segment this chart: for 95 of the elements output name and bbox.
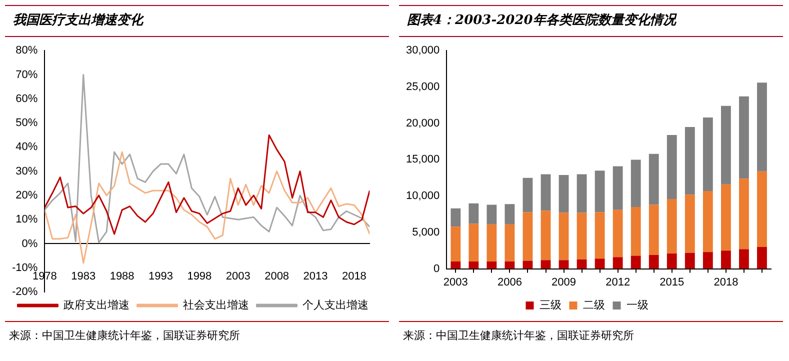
bar bbox=[468, 224, 479, 262]
y-tick-label: -20% bbox=[12, 286, 38, 298]
bar bbox=[666, 134, 677, 199]
bar bbox=[558, 212, 569, 260]
x-tick-label: 1983 bbox=[71, 270, 96, 282]
legend-label: 三级 bbox=[539, 298, 562, 312]
bar bbox=[612, 257, 623, 269]
y-tick-label: 40% bbox=[16, 141, 38, 154]
bar bbox=[450, 208, 461, 227]
x-tick-label: 2018 bbox=[342, 270, 366, 282]
bar bbox=[486, 204, 497, 224]
bar bbox=[630, 160, 641, 207]
bar bbox=[450, 226, 461, 262]
y-tick-label: 25,000 bbox=[406, 81, 440, 93]
bar bbox=[666, 254, 677, 269]
x-tick-label: 2003 bbox=[443, 276, 468, 288]
bar bbox=[666, 198, 677, 254]
y-tick-label: 0 bbox=[434, 262, 440, 275]
x-tick-label: 1988 bbox=[110, 270, 134, 282]
bar bbox=[576, 212, 587, 260]
y-tick-label: 20,000 bbox=[406, 117, 440, 130]
y-tick-label: 30,000 bbox=[406, 44, 440, 57]
bar bbox=[594, 212, 605, 259]
y-tick-label: 5,000 bbox=[412, 226, 440, 238]
x-tick-label: 1993 bbox=[148, 270, 173, 282]
x-tick-label: 2006 bbox=[497, 276, 522, 288]
bar bbox=[648, 154, 659, 205]
bar bbox=[757, 171, 767, 247]
bar bbox=[684, 126, 695, 195]
source-note: 来源：中国卫生健康统计年鉴，国联证券研究所 bbox=[399, 321, 783, 343]
chart-title: 图表4：2003-2020年各类医院数量变化情况 bbox=[399, 5, 783, 37]
bar bbox=[594, 170, 605, 212]
bar bbox=[757, 82, 767, 172]
bar bbox=[504, 224, 515, 262]
bar bbox=[702, 118, 713, 191]
legend-label: 社会支出增速 bbox=[182, 298, 249, 312]
bar bbox=[684, 252, 695, 269]
bar bbox=[720, 106, 731, 184]
bar bbox=[468, 262, 479, 269]
bar bbox=[648, 204, 659, 255]
y-tick-label: 50% bbox=[16, 117, 38, 130]
bar bbox=[720, 184, 731, 251]
y-tick-label: 20% bbox=[16, 189, 38, 202]
x-tick-label: 2013 bbox=[303, 270, 328, 282]
bar bbox=[576, 259, 587, 269]
x-tick-label: 2018 bbox=[714, 276, 738, 288]
x-tick-label: 2015 bbox=[660, 276, 684, 288]
bar bbox=[558, 260, 569, 269]
bar bbox=[504, 204, 515, 224]
y-tick-label: 10% bbox=[16, 214, 38, 226]
bar bbox=[486, 262, 497, 269]
legend-label: 政府支出增速 bbox=[63, 298, 130, 312]
bar bbox=[684, 194, 695, 253]
bar bbox=[702, 252, 713, 269]
bar bbox=[739, 249, 749, 269]
bar bbox=[540, 260, 551, 269]
bar bbox=[757, 246, 767, 269]
bar bbox=[739, 178, 749, 250]
bar bbox=[468, 203, 479, 224]
bar bbox=[522, 212, 533, 261]
bar bbox=[594, 258, 605, 269]
bar bbox=[540, 174, 551, 211]
y-tick-label: 30% bbox=[16, 165, 38, 178]
bar bbox=[576, 174, 587, 213]
x-tick-label: 2009 bbox=[552, 276, 576, 288]
y-tick-label: 80% bbox=[16, 44, 38, 57]
bar bbox=[630, 206, 641, 256]
chart-title: 我国医疗支出增速变化 bbox=[5, 5, 389, 37]
bar bbox=[486, 224, 497, 262]
bar bbox=[702, 190, 713, 252]
bar bbox=[540, 210, 551, 260]
legend-label: 一级 bbox=[626, 298, 648, 312]
source-note: 来源：中国卫生健康统计年鉴，国联证券研究所 bbox=[5, 321, 389, 343]
legend-label: 二级 bbox=[582, 298, 605, 312]
bar bbox=[450, 262, 461, 269]
y-tick-label: 15,000 bbox=[406, 154, 440, 166]
y-tick-label: 0% bbox=[22, 238, 38, 250]
y-tick-label: 70% bbox=[16, 68, 38, 81]
x-tick-label: 1998 bbox=[187, 270, 212, 282]
x-tick-label: 2008 bbox=[264, 270, 290, 282]
x-tick-label: 2003 bbox=[226, 270, 250, 282]
legend-label: 个人支出增速 bbox=[302, 298, 368, 312]
bar bbox=[630, 256, 641, 269]
bar bbox=[648, 254, 659, 269]
y-tick-label: 10,000 bbox=[406, 190, 440, 202]
x-tick-label: 2012 bbox=[606, 276, 630, 288]
bar bbox=[522, 178, 533, 212]
bar bbox=[504, 262, 515, 269]
bar bbox=[720, 250, 731, 269]
y-tick-label: 60% bbox=[16, 92, 38, 105]
bar bbox=[558, 174, 569, 213]
bar bbox=[739, 96, 749, 179]
bar bbox=[522, 260, 533, 269]
bar bbox=[612, 166, 623, 210]
bar bbox=[612, 210, 623, 258]
